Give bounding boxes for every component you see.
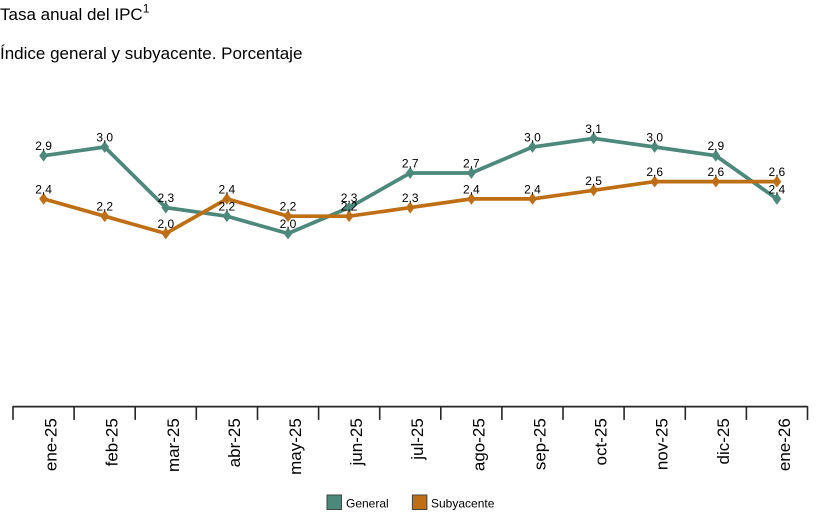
svg-text:2,0: 2,0 bbox=[157, 217, 174, 231]
svg-text:2,3: 2,3 bbox=[157, 191, 174, 205]
svg-text:Subyacente: Subyacente bbox=[431, 497, 495, 511]
svg-text:mar-25: mar-25 bbox=[164, 418, 183, 472]
svg-text:2,5: 2,5 bbox=[585, 174, 602, 188]
svg-text:jun-25: jun-25 bbox=[347, 418, 366, 466]
svg-text:2,2: 2,2 bbox=[219, 200, 236, 214]
svg-text:ene-26: ene-26 bbox=[775, 418, 794, 471]
svg-text:3,1: 3,1 bbox=[585, 122, 602, 136]
svg-text:ago-25: ago-25 bbox=[469, 418, 488, 471]
svg-text:2,2: 2,2 bbox=[341, 200, 358, 214]
svg-text:2,4: 2,4 bbox=[463, 182, 480, 196]
svg-text:abr-25: abr-25 bbox=[225, 418, 244, 467]
svg-text:sep-25: sep-25 bbox=[531, 418, 550, 470]
svg-text:2,4: 2,4 bbox=[35, 182, 52, 196]
svg-text:2,4: 2,4 bbox=[219, 182, 236, 196]
svg-text:2,4: 2,4 bbox=[524, 182, 541, 196]
svg-text:2,3: 2,3 bbox=[341, 191, 358, 205]
svg-text:2,0: 2,0 bbox=[280, 217, 297, 231]
svg-text:2,3: 2,3 bbox=[402, 191, 419, 205]
svg-text:3,0: 3,0 bbox=[646, 131, 663, 145]
svg-text:2,6: 2,6 bbox=[769, 165, 786, 179]
svg-text:dic-25: dic-25 bbox=[714, 418, 733, 464]
svg-text:nov-25: nov-25 bbox=[653, 418, 672, 470]
svg-text:oct-25: oct-25 bbox=[592, 418, 611, 465]
svg-text:2,2: 2,2 bbox=[96, 200, 113, 214]
svg-text:2,7: 2,7 bbox=[402, 157, 419, 171]
svg-text:2,9: 2,9 bbox=[707, 139, 724, 153]
svg-text:General: General bbox=[346, 497, 389, 511]
svg-text:2,9: 2,9 bbox=[35, 139, 52, 153]
svg-text:2,6: 2,6 bbox=[646, 165, 663, 179]
svg-text:may-25: may-25 bbox=[286, 418, 305, 475]
svg-text:feb-25: feb-25 bbox=[103, 418, 122, 466]
svg-text:2,6: 2,6 bbox=[707, 165, 724, 179]
svg-text:2,7: 2,7 bbox=[463, 157, 480, 171]
svg-text:2,4: 2,4 bbox=[769, 182, 786, 196]
svg-text:jul-25: jul-25 bbox=[408, 418, 427, 461]
svg-text:3,0: 3,0 bbox=[96, 131, 113, 145]
svg-text:2,2: 2,2 bbox=[280, 200, 297, 214]
svg-text:3,0: 3,0 bbox=[524, 131, 541, 145]
svg-text:ene-25: ene-25 bbox=[42, 418, 61, 471]
